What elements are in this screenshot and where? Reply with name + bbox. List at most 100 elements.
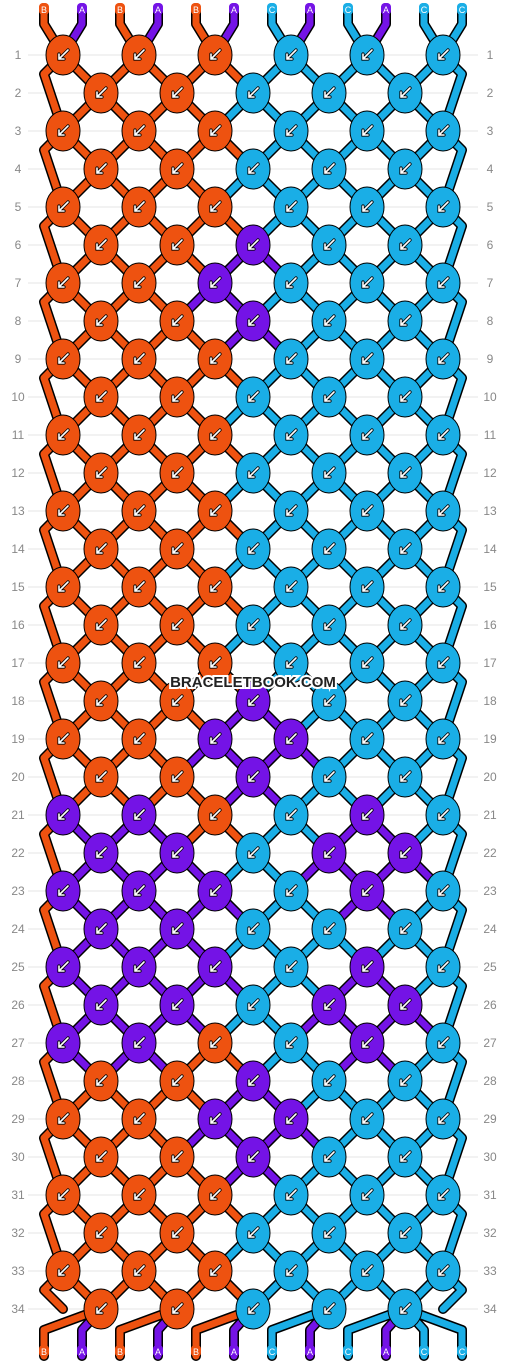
knot-arrow-icon [438,1189,449,1200]
row-number-left: 17 [11,656,25,670]
row-number-right: 33 [483,1264,497,1278]
knot-arrow-icon [324,1151,335,1162]
knot-arrow-icon [286,1265,297,1276]
row-number-right: 29 [483,1112,497,1126]
knot-arrow-icon [134,277,145,288]
strand-label: C [269,5,276,15]
knot-arrow-icon [172,87,183,98]
knot-arrow-icon [210,505,221,516]
knot-arrow-icon [96,1075,107,1086]
row-number-right: 9 [487,352,494,366]
row-number-right: 8 [487,314,494,328]
knot-arrow-icon [172,1151,183,1162]
strand-label-bg [419,3,429,15]
knot-arrow-icon [96,1303,107,1314]
row-number-right: 24 [483,922,497,936]
row-number-left: 30 [11,1150,25,1164]
strand-label-bg [343,1345,353,1357]
row-number-right: 17 [483,656,497,670]
strand-label: C [269,1347,276,1357]
knot-arrow-icon [362,1265,373,1276]
knot-arrow-icon [96,467,107,478]
knot-arrow-icon [438,581,449,592]
strand-label-bg [77,3,87,15]
knot-arrow-icon [438,125,449,136]
knot-arrow-icon [58,581,69,592]
knot-arrow-icon [58,353,69,364]
knot-arrow-icon [400,87,411,98]
row-number-left: 20 [11,770,25,784]
row-number-left: 24 [11,922,25,936]
knot-arrow-icon [58,277,69,288]
strand-label-bg [153,3,163,15]
knot-arrow-icon [362,201,373,212]
strand-label: A [79,1347,85,1357]
knot-arrow-icon [362,125,373,136]
knot-arrow-icon [362,657,373,668]
knot-arrow-icon [96,87,107,98]
knot-arrow-icon [362,353,373,364]
knot-arrow-icon [400,239,411,250]
knot-arrow-icon [362,961,373,972]
knot-arrow-icon [248,87,259,98]
knot-arrow-icon [286,961,297,972]
watermark: BRACELETBOOK.COM BRACELETBOOK.COM [168,672,338,693]
knot-arrow-icon [362,581,373,592]
strand-label-bg [39,3,49,15]
knot-arrow-icon [286,49,297,60]
knot-arrow-icon [96,1227,107,1238]
strand-label: A [231,1347,237,1357]
knot-arrow-icon [400,771,411,782]
knot-arrow-icon [58,1189,69,1200]
strand-label: A [307,1347,313,1357]
knot-arrow-icon [134,125,145,136]
knot-arrow-icon [210,1265,221,1276]
knot-arrow-icon [438,505,449,516]
strand-label: A [79,5,85,15]
row-number-left: 1 [15,48,22,62]
knot-arrow-icon [438,49,449,60]
knot-arrow-icon [58,505,69,516]
row-number-left: 16 [11,618,25,632]
strand-label-bg [77,1345,87,1357]
row-number-left: 32 [11,1226,25,1240]
knot-arrow-icon [324,771,335,782]
row-number-left: 4 [15,162,22,176]
knot-arrow-icon [134,885,145,896]
strand-label: C [459,5,466,15]
knot-arrow-icon [96,847,107,858]
strand-label: A [155,5,161,15]
knot-arrow-icon [134,809,145,820]
knot-arrow-icon [248,1227,259,1238]
strand-label-bg [305,1345,315,1357]
knot-arrow-icon [400,315,411,326]
row-number-left: 23 [11,884,25,898]
row-number-left: 29 [11,1112,25,1126]
knot-arrow-icon [210,201,221,212]
row-number-left: 12 [11,466,25,480]
row-number-right: 21 [483,808,497,822]
row-number-right: 34 [483,1302,497,1316]
strand-label: B [117,5,123,15]
row-number-left: 7 [15,276,22,290]
knot-arrow-icon [248,315,259,326]
knot-arrow-icon [172,771,183,782]
strand-label-bg [267,3,277,15]
knot-arrow-icon [134,505,145,516]
knot-arrow-icon [400,999,411,1010]
row-number-right: 13 [483,504,497,518]
knot-arrow-icon [324,315,335,326]
row-number-right: 5 [487,200,494,214]
strand-label: C [421,5,428,15]
row-number-right: 1 [487,48,494,62]
knot-arrow-icon [438,429,449,440]
knot-arrow-icon [134,429,145,440]
knot-arrow-icon [96,391,107,402]
row-number-left: 26 [11,998,25,1012]
knot-arrow-icon [58,809,69,820]
knot-arrow-icon [58,49,69,60]
strand-label-bg [457,3,467,15]
knot-arrow-icon [248,771,259,782]
